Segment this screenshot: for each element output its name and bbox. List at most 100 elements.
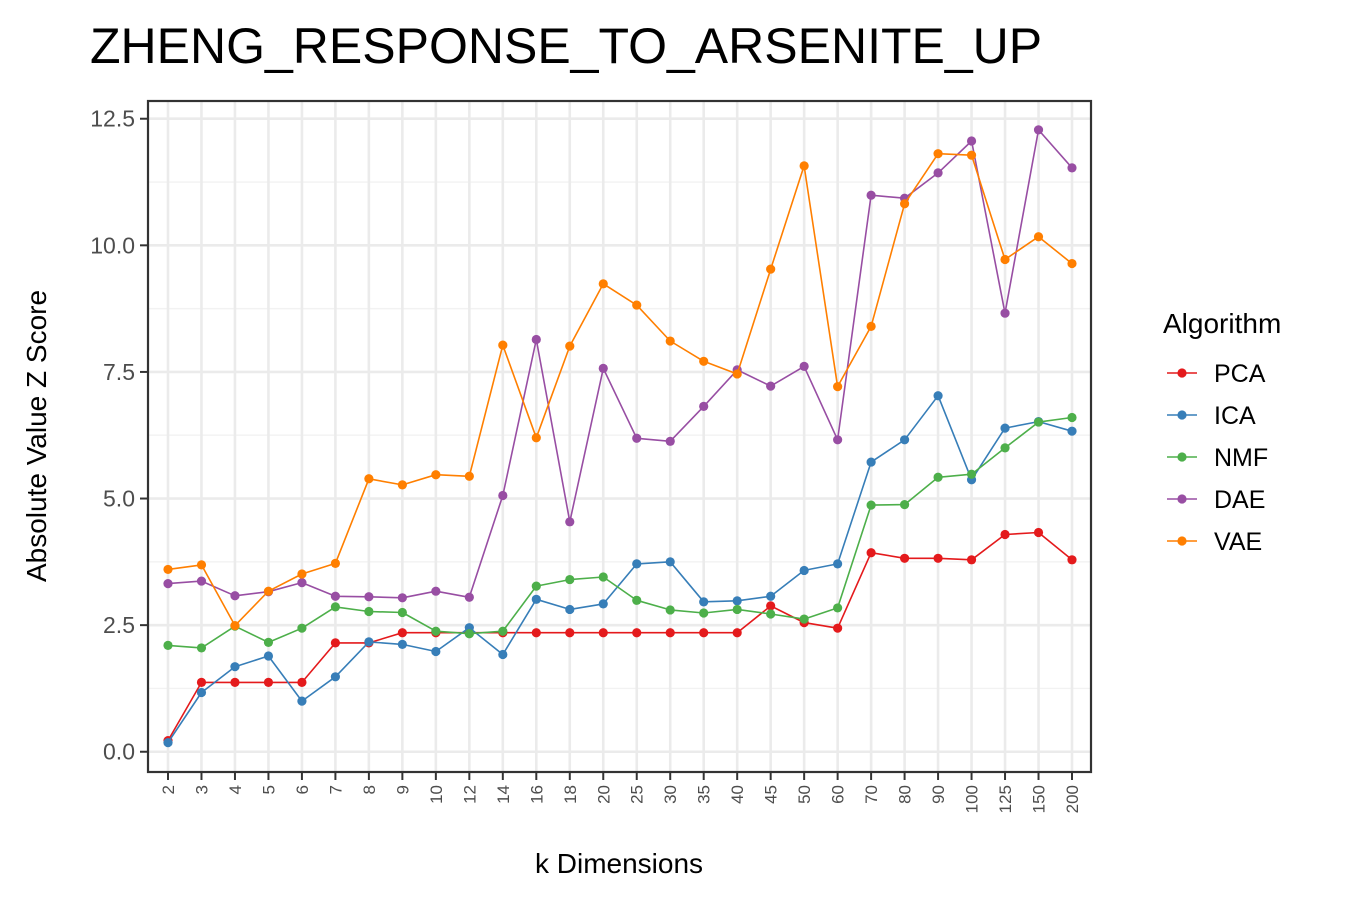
data-point-pca [833,623,843,633]
data-point-ica [531,594,541,604]
data-point-pca [297,677,307,687]
data-point-dae [297,578,307,588]
data-point-nmf [1000,443,1010,453]
y-tick-label: 5.0 [103,486,135,512]
legend-marker [1177,494,1187,504]
x-tick-label: 2 [159,785,178,794]
series-line-vae [167,152,1073,627]
data-point-dae [431,586,441,596]
data-point-pca [1033,527,1044,538]
data-point-vae [598,279,608,289]
data-point-nmf [866,500,876,510]
x-tick-label: 50 [795,785,814,804]
x-tick-label: 20 [594,785,613,804]
data-point-nmf [431,626,441,636]
data-point-dae [766,381,776,391]
data-point-dae [230,591,240,601]
data-point-vae [364,474,374,484]
data-point-ica [732,596,742,606]
data-point-nmf [1067,412,1077,423]
legend-marker [1177,410,1187,420]
data-point-vae [498,340,508,350]
x-tick-label: 70 [862,785,881,804]
data-point-vae [431,470,441,480]
data-point-vae [297,569,307,579]
legend-item-dae: DAE [1167,486,1265,514]
data-point-ica [866,457,876,467]
x-tick-label: 16 [527,785,546,804]
data-point-pca [263,677,274,687]
data-point-dae [665,436,675,446]
data-point-pca [565,628,575,638]
series-line-nmf [167,416,1073,649]
series-line-pca [167,531,1073,741]
legend-item-vae: VAE [1167,528,1262,556]
data-point-ica [665,557,675,567]
legend-item-nmf: NMF [1167,444,1268,472]
data-point-pca [598,628,608,638]
y-tick-label: 2.5 [103,612,135,638]
data-point-nmf [196,643,207,653]
data-point-dae [565,517,575,527]
data-point-nmf [732,604,742,615]
data-point-vae [565,341,575,351]
data-point-dae [498,490,508,501]
chart-title: ZHENG_RESPONSE_TO_ARSENITE_UP [90,18,1042,74]
x-tick-label: 90 [929,785,948,804]
data-point-nmf [632,595,642,605]
data-point-ica [598,599,608,609]
x-tick-label: 150 [1030,785,1049,813]
x-tick-label: 30 [661,785,680,804]
data-point-vae [632,300,642,310]
data-point-dae [933,168,943,178]
legend-label: ICA [1214,402,1256,430]
data-point-ica [431,646,441,657]
x-tick-label: 80 [896,785,915,804]
data-point-dae [699,401,709,411]
data-point-dae [163,579,173,589]
data-point-nmf [699,608,709,618]
data-point-vae [966,150,977,160]
data-point-dae [632,433,642,443]
data-point-vae [732,369,742,379]
data-point-ica [933,391,943,401]
data-point-ica [397,639,407,649]
data-point-ica [330,672,341,682]
legend-label: VAE [1214,528,1262,556]
data-point-dae [833,435,843,445]
data-point-vae [665,336,675,346]
data-point-dae [1000,308,1010,318]
x-axis: 2 3 4 5 6 7 8 9 10 12 14 16 18 20 25 30 35 40 45 50 60 70 80 90… [159,772,1082,813]
data-point-nmf [297,623,307,633]
data-point-ica [833,559,843,569]
y-tick-label: 0.0 [103,739,135,765]
data-point-pca [1000,529,1010,540]
data-point-pca [766,601,776,611]
data-point-nmf [397,607,407,618]
x-tick-label: 18 [561,785,580,804]
x-tick-label: 40 [728,785,747,804]
legend-label: NMF [1214,444,1268,472]
data-point-nmf [799,614,809,624]
data-point-nmf [766,609,776,619]
x-tick-label: 200 [1063,785,1082,813]
series-lines [163,125,1077,748]
data-point-dae [330,591,341,601]
data-point-vae [1000,254,1010,265]
data-point-vae [933,149,943,159]
x-tick-label: 4 [226,785,245,794]
data-point-dae [196,576,207,586]
data-point-pca [665,628,675,638]
series-vae [163,149,1077,631]
data-point-ica [196,687,207,698]
data-point-nmf [966,469,977,479]
y-tick-label: 10.0 [90,232,135,258]
data-point-vae [799,161,809,171]
grid [148,101,1091,772]
x-tick-label: 35 [695,785,714,804]
data-point-pca [531,628,541,638]
data-point-vae [899,199,910,209]
data-point-vae [330,558,341,568]
